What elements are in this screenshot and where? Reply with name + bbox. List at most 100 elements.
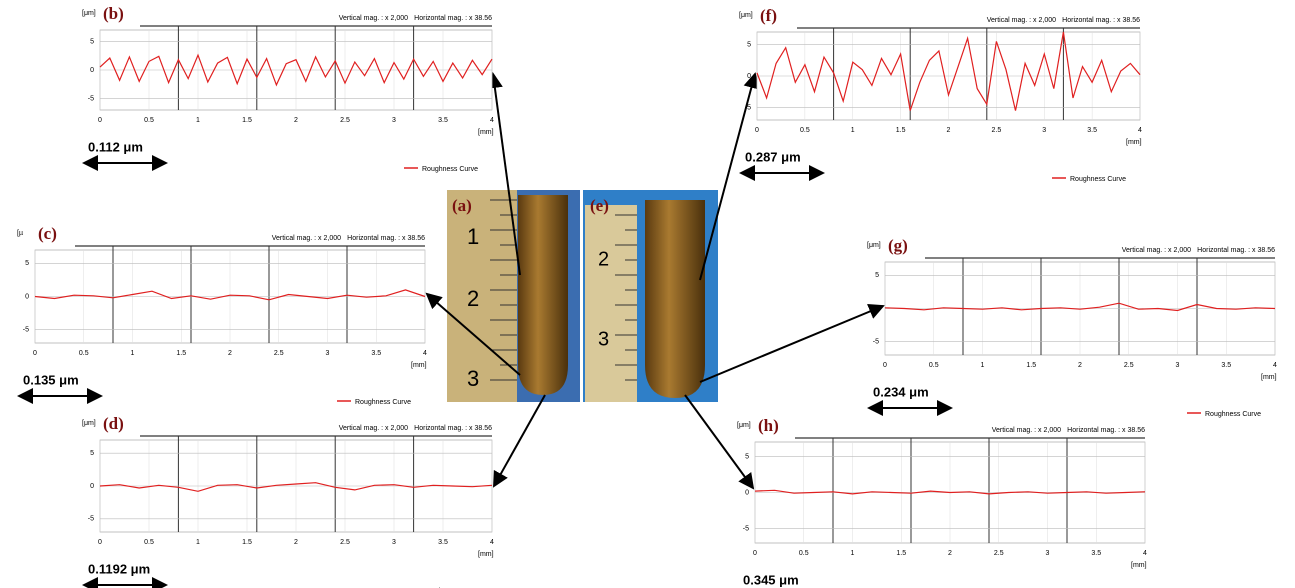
x-tick-label: 1 (196, 539, 200, 546)
x-tick-label: 3 (1176, 362, 1180, 369)
x-tick-label: 1.5 (176, 350, 186, 357)
x-tick-label: 1 (851, 550, 855, 557)
x-unit: [mm] (1126, 139, 1142, 146)
y-tick-label: 5 (90, 38, 94, 45)
y-tick-label: 5 (25, 260, 29, 267)
x-tick-label: 2.5 (1124, 362, 1134, 369)
ruler-number: 1 (467, 224, 479, 249)
x-tick-label: 2 (228, 350, 232, 357)
x-unit: [mm] (478, 551, 494, 558)
x-tick-label: 1 (131, 350, 135, 357)
horizontal-mag: Horizontal mag. : x 38.56 (414, 15, 492, 22)
vertical-mag: Vertical mag. : x 2,000 (987, 17, 1056, 24)
y-unit: [μm] (737, 422, 751, 429)
x-tick-label: 4 (490, 539, 494, 546)
y-tick-label: 5 (747, 41, 751, 48)
y-tick-label: -5 (23, 327, 29, 334)
roughness-line (99, 53, 493, 87)
x-tick-label: 2.5 (340, 539, 350, 546)
x-tick-label: 1.5 (242, 539, 252, 546)
x-tick-label: 0.5 (144, 539, 154, 546)
vertical-mag: Vertical mag. : x 2,000 (1122, 247, 1191, 254)
vertical-mag: Vertical mag. : x 2,000 (272, 235, 341, 242)
x-tick-label: 0 (98, 539, 102, 546)
legend-label: Roughness Curve (1205, 411, 1261, 418)
x-tick-label: 1 (851, 127, 855, 134)
x-tick-label: 0.5 (79, 350, 89, 357)
x-tick-label: 1.5 (896, 127, 906, 134)
x-tick-label: 1.5 (896, 550, 906, 557)
x-tick-label: 3 (326, 350, 330, 357)
y-tick-label: 0 (747, 73, 751, 80)
x-tick-label: 2.5 (992, 127, 1002, 134)
x-tick-label: 2.5 (994, 550, 1004, 557)
ruler-number: 2 (598, 248, 609, 270)
x-unit: [mm] (411, 362, 427, 369)
y-unit: [μm] (739, 12, 753, 19)
roughness-chart: 0 0.5 1 1.5 2 2.5 3 3.5 4 5 0 -5 (h) [μm] Vertical mag… (737, 416, 1147, 588)
x-tick-label: 3 (392, 117, 396, 124)
y-tick-label: 0 (875, 305, 879, 312)
chart-label: (c) (38, 224, 57, 243)
x-tick-label: 3.5 (438, 117, 448, 124)
y-tick-label: 0 (90, 483, 94, 490)
y-tick-label: -5 (743, 525, 749, 532)
y-tick-label: 0 (745, 489, 749, 496)
x-tick-label: 3 (392, 539, 396, 546)
ruler-number: 3 (598, 328, 609, 350)
vertical-mag: Vertical mag. : x 2,000 (992, 427, 1061, 434)
y-unit: [µ (17, 230, 23, 237)
x-tick-label: 2 (948, 550, 952, 557)
horizontal-mag: Horizontal mag. : x 38.56 (414, 425, 492, 432)
roughness-chart: 0 0.5 1 1.5 2 2.5 3 3.5 4 5 0 -5 (b) [μm] Vertical mag… (82, 4, 494, 173)
y-tick-label: -5 (88, 95, 94, 102)
chart-label: (b) (103, 4, 124, 23)
vertical-mag: Vertical mag. : x 2,000 (339, 425, 408, 432)
x-tick-label: 3.5 (1091, 550, 1101, 557)
roughness-chart: 0 0.5 1 1.5 2 2.5 3 3.5 4 5 0 -5 (g) [μm] Vertical mag… (867, 236, 1277, 418)
x-tick-label: 1 (196, 117, 200, 124)
x-tick-label: 2.5 (274, 350, 284, 357)
legend-label: Roughness Curve (422, 166, 478, 173)
x-tick-label: 1.5 (1026, 362, 1036, 369)
x-tick-label: 4 (423, 350, 427, 357)
y-unit: [μm] (82, 420, 96, 427)
x-tick-label: 0.5 (929, 362, 939, 369)
x-tick-label: 0.5 (144, 117, 154, 124)
photo-label: (a) (452, 196, 472, 215)
x-unit: [mm] (1131, 562, 1147, 569)
x-tick-label: 1 (981, 362, 985, 369)
y-unit: [μm] (867, 242, 881, 249)
roughness-line (756, 31, 1141, 111)
x-tick-label: 4 (1138, 127, 1142, 134)
y-unit: [μm] (82, 10, 96, 17)
y-tick-label: 0 (25, 293, 29, 300)
chart-label: (g) (888, 236, 908, 255)
horizontal-mag: Horizontal mag. : x 38.56 (347, 235, 425, 242)
y-tick-label: 5 (745, 453, 749, 460)
y-tick-label: -5 (88, 516, 94, 523)
x-tick-label: 4 (1143, 550, 1147, 557)
roughness-line (754, 489, 1146, 495)
roughness-chart: 0 0.5 1 1.5 2 2.5 3 3.5 4 5 0 -5 (f) [μm] Vertical mag… (739, 6, 1142, 183)
x-tick-label: 2 (1078, 362, 1082, 369)
y-tick-label: -5 (873, 339, 879, 346)
x-tick-label: 2 (947, 127, 951, 134)
x-tick-label: 0 (883, 362, 887, 369)
photo-e: 2 3 (e) (583, 190, 718, 402)
x-unit: [mm] (1261, 374, 1277, 381)
x-tick-label: 3.5 (1221, 362, 1231, 369)
roughness-value: 0.112 μm (88, 139, 143, 154)
chart-label: (f) (760, 6, 777, 25)
roughness-value: 0.287 μm (745, 149, 801, 164)
x-tick-label: 3.5 (438, 539, 448, 546)
legend-label: Roughness Curve (355, 399, 411, 406)
arrows (425, 72, 885, 490)
x-tick-label: 2.5 (340, 117, 350, 124)
roughness-value: 0.135 μm (23, 372, 79, 387)
chart-label: (d) (103, 414, 124, 433)
x-tick-label: 3 (1042, 127, 1046, 134)
roughness-line (884, 302, 1276, 312)
legend-label: Roughness Curve (1070, 176, 1126, 183)
